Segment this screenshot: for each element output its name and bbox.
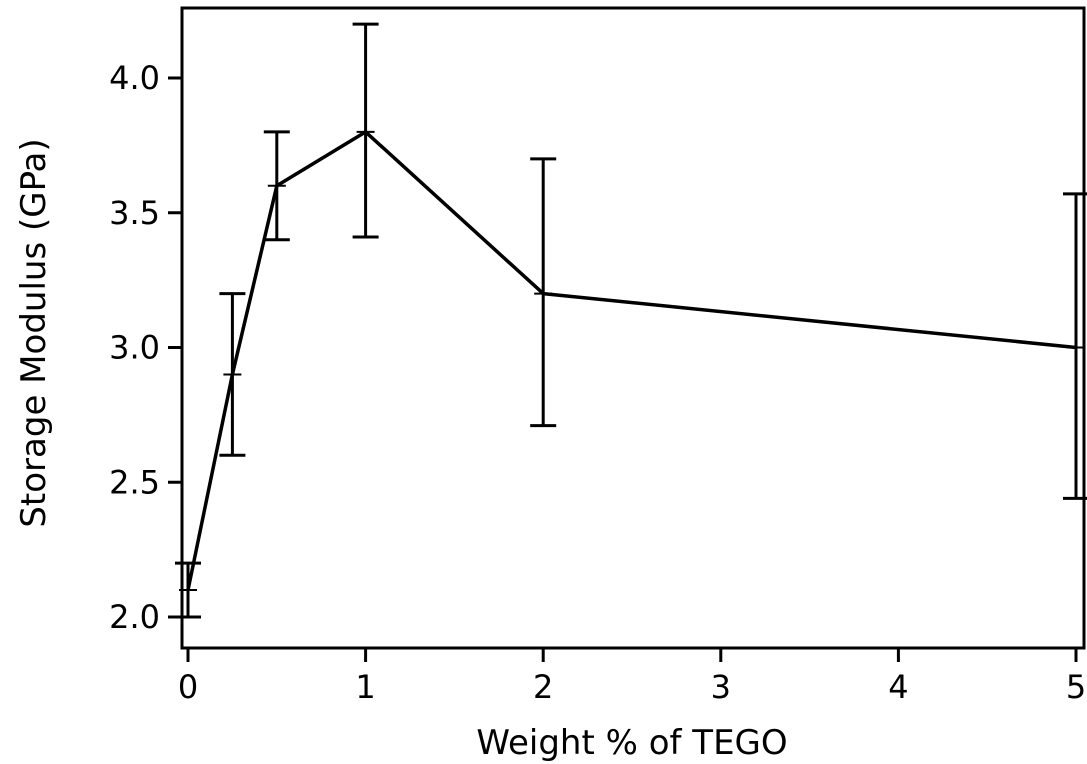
y-axis: 2.0 2.5 3.0 3.5 4.0 <box>109 59 182 636</box>
x-tick-label: 2 <box>533 668 553 706</box>
x-axis-title: Weight % of TEGO <box>476 723 787 763</box>
series-line-group <box>186 130 1077 591</box>
plot-frame <box>180 6 1086 650</box>
y-axis-title: Storage Modulus (GPa) <box>14 138 54 527</box>
y-tick-label: 3.0 <box>109 329 160 367</box>
y-tick-label: 4.0 <box>109 59 160 97</box>
x-tick-label: 1 <box>355 668 375 706</box>
x-axis: 0 1 2 3 4 5 <box>178 648 1086 706</box>
x-tick-label: 4 <box>888 668 908 706</box>
y-tick-label: 2.5 <box>109 463 160 501</box>
x-tick-label: 5 <box>1066 668 1086 706</box>
series-line <box>186 130 1077 591</box>
y-tick-label: 3.5 <box>109 194 160 232</box>
y-tick-label: 2.0 <box>109 598 160 636</box>
x-tick-label: 3 <box>711 668 731 706</box>
x-tick-label: 0 <box>178 668 198 706</box>
